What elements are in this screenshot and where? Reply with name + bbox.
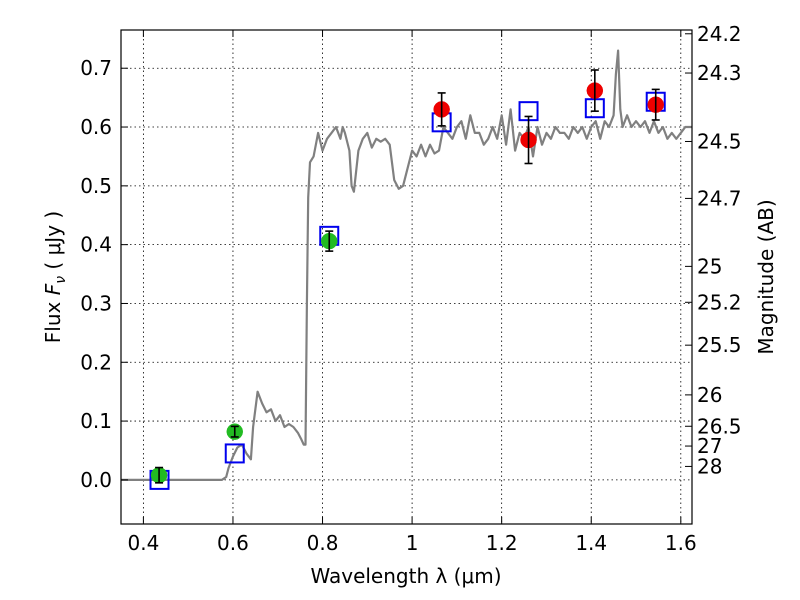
y-axis-label-part-a: Flux (41, 295, 65, 343)
right-axis-label: Magnitude (AB) (754, 199, 778, 354)
x-tick-label: 0.4 (127, 531, 159, 555)
errorbar (651, 88, 660, 121)
right-tick-label: 24.3 (697, 61, 742, 85)
errorbar (437, 92, 446, 127)
x-tick-label: 0.6 (217, 531, 249, 555)
y-tick-label: 0.2 (80, 350, 112, 374)
right-tick-label: 26 (697, 383, 722, 407)
model-spectrum-layer (121, 49, 692, 481)
y-axis-label: Flux Fν ( μJy ) (41, 211, 69, 343)
right-tick-label: 24.2 (697, 22, 742, 46)
plot-frame (120, 29, 693, 525)
data-points-layer (149, 69, 666, 490)
right-tick-label: 24.7 (697, 186, 742, 210)
model-photometry-square (224, 443, 245, 464)
y-tick-label: 0.3 (80, 291, 112, 315)
right-tick-label: 28 (697, 454, 722, 478)
right-tick-label: 25.2 (697, 290, 742, 314)
y-axis-label-symbol: F (41, 283, 65, 295)
y-axis-label-part-d: ( μJy ) (41, 211, 65, 276)
x-axis-label: Wavelength λ (μm) (310, 564, 501, 588)
errorbar (155, 466, 164, 484)
x-tick-label: 1.4 (575, 531, 607, 555)
y-tick-label: 0.5 (80, 174, 112, 198)
right-tick-label: 24.5 (697, 129, 742, 153)
model-spectrum-line (121, 49, 692, 481)
tick-labels: 0.4 0.6 0.8 1 1.2 1.4 1.6 0.0 0.1 0.2 0.3 0.4 0.5 0.6… (80, 22, 741, 555)
errorbar (230, 425, 239, 438)
x-tick-label: 1.2 (486, 531, 518, 555)
y-tick-label: 0.4 (80, 233, 112, 257)
errorbar (325, 230, 334, 252)
right-tick-label: 25 (697, 254, 722, 278)
errorbar (590, 69, 599, 112)
x-tick-label: 1 (406, 531, 419, 555)
errorbar (524, 115, 533, 165)
y-axis-label-subscript: ν (53, 276, 69, 284)
right-tick-label: 26.5 (697, 414, 742, 438)
x-tick-label: 0.8 (307, 531, 339, 555)
right-tick-label: 27 (697, 434, 722, 458)
grid-lines (121, 30, 692, 524)
y-tick-label: 0.7 (80, 56, 112, 80)
y-tick-label: 0.0 (80, 468, 112, 492)
x-tick-label: 1.6 (665, 531, 697, 555)
y-tick-label: 0.1 (80, 409, 112, 433)
axis-ticks (121, 30, 692, 524)
y-tick-label: 0.6 (80, 115, 112, 139)
right-tick-label: 25.5 (697, 333, 742, 357)
